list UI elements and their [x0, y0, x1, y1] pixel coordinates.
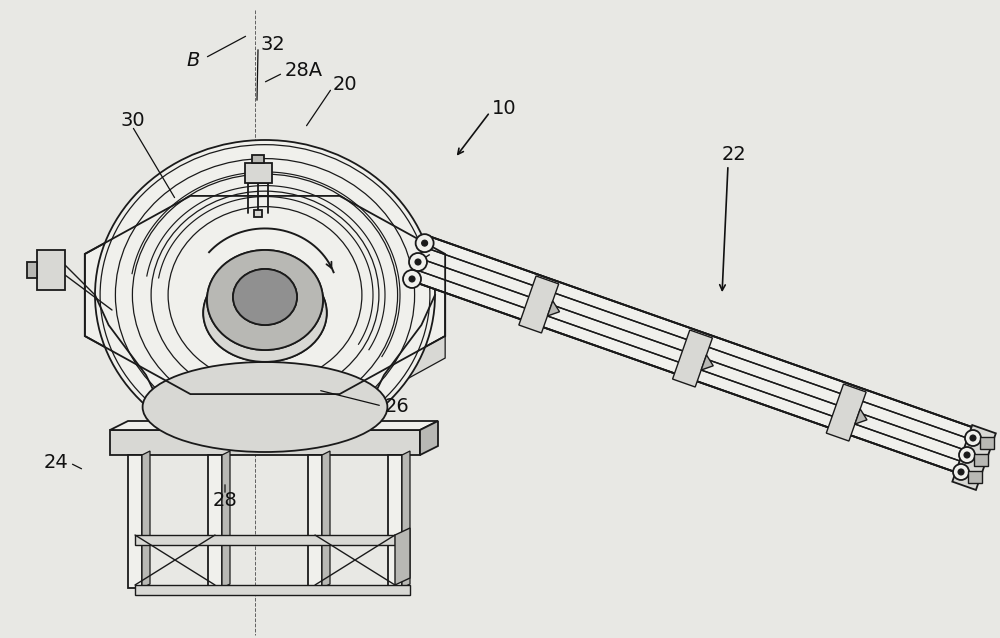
Ellipse shape: [207, 250, 323, 350]
Polygon shape: [27, 262, 37, 278]
Polygon shape: [142, 451, 150, 588]
Polygon shape: [222, 451, 230, 588]
Polygon shape: [519, 276, 559, 333]
Polygon shape: [952, 425, 996, 490]
Circle shape: [403, 270, 421, 288]
Circle shape: [409, 276, 415, 282]
Text: 20: 20: [333, 75, 358, 94]
Ellipse shape: [207, 250, 323, 350]
Ellipse shape: [143, 362, 387, 452]
Polygon shape: [411, 235, 976, 474]
Text: 24: 24: [43, 452, 68, 471]
Text: B: B: [186, 50, 200, 70]
Circle shape: [964, 452, 970, 458]
Circle shape: [958, 469, 964, 475]
Ellipse shape: [203, 264, 327, 362]
Text: 28A: 28A: [285, 61, 323, 80]
Polygon shape: [110, 430, 420, 455]
Circle shape: [409, 253, 427, 271]
Text: 22: 22: [722, 145, 747, 165]
Circle shape: [953, 464, 969, 480]
Polygon shape: [85, 196, 445, 394]
Polygon shape: [826, 384, 866, 441]
Polygon shape: [388, 455, 402, 588]
Circle shape: [959, 447, 975, 463]
Text: 30: 30: [120, 110, 145, 130]
Polygon shape: [701, 355, 713, 370]
Polygon shape: [547, 301, 560, 316]
Polygon shape: [308, 455, 322, 588]
Polygon shape: [252, 155, 264, 163]
Circle shape: [416, 234, 434, 252]
Polygon shape: [110, 421, 438, 430]
Polygon shape: [322, 451, 330, 588]
Polygon shape: [855, 409, 867, 424]
Circle shape: [415, 259, 421, 265]
Circle shape: [965, 430, 981, 446]
Circle shape: [970, 435, 976, 441]
Polygon shape: [395, 528, 410, 585]
Polygon shape: [128, 455, 142, 588]
Text: 26: 26: [385, 396, 410, 415]
Ellipse shape: [203, 264, 327, 362]
Circle shape: [422, 240, 428, 246]
Polygon shape: [340, 336, 445, 416]
Ellipse shape: [233, 269, 297, 325]
Polygon shape: [420, 421, 438, 455]
FancyBboxPatch shape: [968, 471, 982, 483]
Polygon shape: [245, 163, 272, 183]
FancyBboxPatch shape: [974, 454, 988, 466]
Polygon shape: [208, 455, 222, 588]
Polygon shape: [254, 210, 262, 217]
Polygon shape: [135, 585, 410, 595]
Ellipse shape: [95, 140, 435, 450]
Polygon shape: [37, 250, 65, 290]
Text: 10: 10: [492, 98, 517, 117]
Polygon shape: [673, 330, 712, 387]
Polygon shape: [135, 535, 395, 545]
Text: 32: 32: [260, 34, 285, 54]
Text: 28: 28: [213, 491, 237, 510]
Polygon shape: [402, 451, 410, 588]
Ellipse shape: [233, 269, 297, 325]
FancyBboxPatch shape: [980, 437, 994, 449]
